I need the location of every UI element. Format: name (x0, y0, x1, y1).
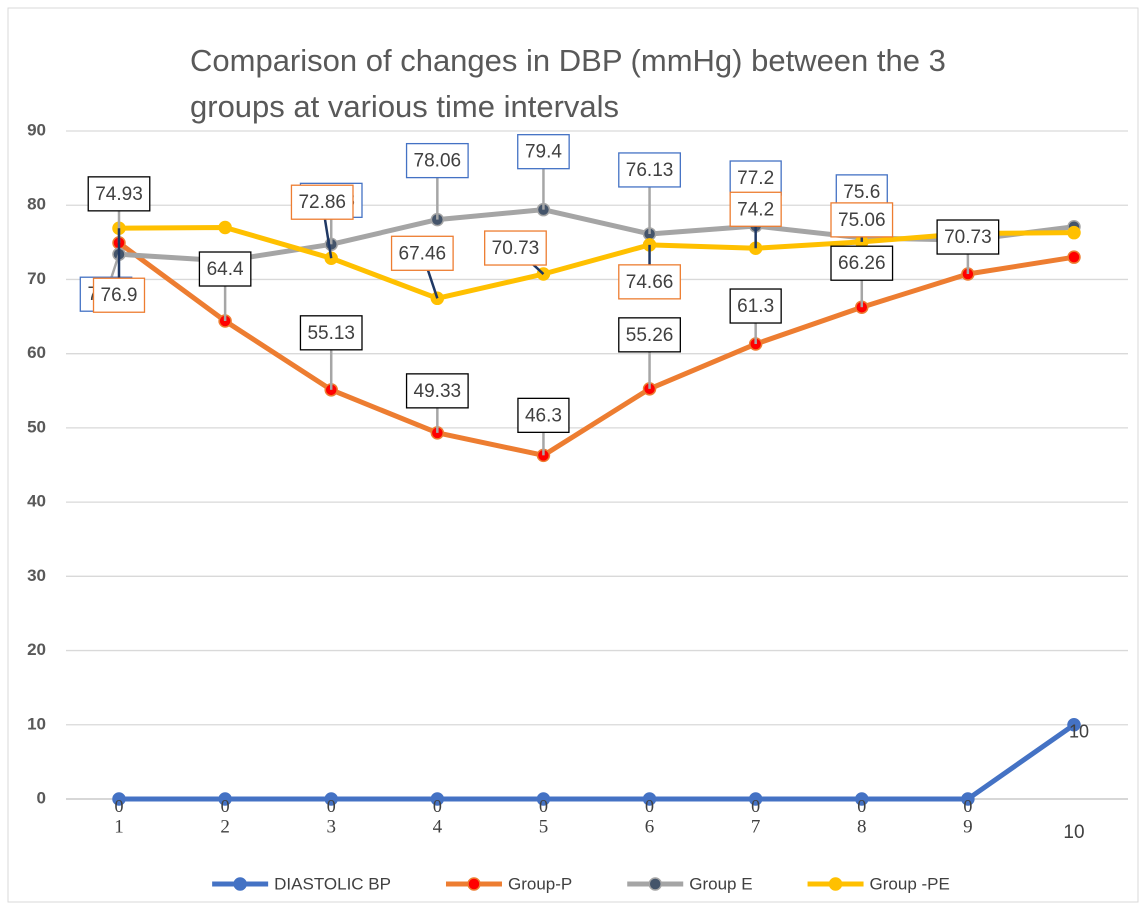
marker (218, 220, 232, 235)
data-label: 64.4 (207, 259, 244, 280)
line (117, 240, 1075, 458)
legend-marker (648, 877, 662, 891)
y-tick-label: 30 (27, 566, 46, 585)
y-tick-label: 90 (27, 120, 46, 139)
marker (536, 792, 551, 806)
data-label: 55.26 (626, 325, 674, 346)
label-box (517, 397, 570, 434)
data-label: 0 (857, 796, 866, 816)
legend-label: DIASTOLIC BP (274, 874, 391, 893)
label-box (198, 251, 252, 287)
data-label: 0 (645, 796, 654, 816)
y-tick-label: 20 (27, 640, 46, 659)
x-tick-label: 2 (220, 816, 230, 837)
y-tick-label: 80 (27, 195, 46, 214)
data-label: 76.9 (101, 285, 138, 306)
data-label: 66.26 (838, 253, 886, 274)
label-box (729, 288, 782, 324)
data-label: 76.13 (626, 160, 674, 181)
label-box (729, 160, 782, 196)
x-tick-label: 4 (433, 816, 443, 837)
data-label: 0 (327, 796, 336, 816)
x-tick-label: 6 (645, 816, 655, 837)
chart-frame (7, 7, 1139, 903)
data-label: 79.4 (525, 142, 562, 163)
data-label: 0 (433, 796, 442, 816)
marker (748, 792, 763, 806)
data-label: 0 (751, 796, 760, 816)
y-tick-label: 10 (27, 714, 46, 733)
marker (961, 792, 975, 806)
data-label: 77.2 (737, 168, 774, 189)
marker (430, 792, 445, 806)
data-label: 67.46 (399, 243, 447, 264)
data-label: 78.06 (414, 151, 462, 172)
y-tick-label: 40 (27, 492, 46, 511)
data-label: 55.13 (307, 323, 355, 344)
label-box (936, 219, 1000, 255)
y-tick-label: 0 (37, 788, 46, 807)
label-box (618, 264, 681, 300)
data-label: 0 (221, 796, 230, 816)
y-tick-label: 50 (27, 417, 46, 436)
marker (218, 792, 232, 806)
data-label: 46.3 (525, 405, 562, 426)
label-box (484, 230, 547, 266)
data-label: 70.73 (492, 238, 540, 259)
marker (855, 792, 869, 806)
data-label: 72.86 (298, 192, 346, 213)
data-label: 0 (963, 796, 972, 816)
marker (1067, 225, 1081, 240)
label-box (299, 315, 363, 351)
label-box (830, 202, 894, 238)
label-box (92, 277, 146, 313)
legend-marker (467, 877, 481, 891)
marker (1067, 250, 1081, 264)
x-tick-label: 5 (539, 816, 549, 837)
data-label: 74.2 (737, 199, 774, 220)
legend-label: Group -PE (870, 874, 950, 893)
label-box (618, 317, 681, 353)
label-box (405, 142, 469, 179)
y-tick-label: 70 (27, 269, 46, 288)
label-box (729, 191, 782, 227)
x-tick-label: 7 (751, 816, 761, 837)
x-tick-label: 8 (857, 816, 867, 837)
legend-label: Group-P (508, 874, 572, 893)
line (118, 224, 1075, 301)
data-label: 75.6 (843, 182, 880, 203)
label-box (830, 245, 894, 281)
label-box (290, 184, 354, 220)
marker (1067, 718, 1081, 732)
label-box (87, 176, 151, 212)
marker (324, 792, 338, 806)
data-label: 74.66 (626, 272, 674, 293)
label-box (405, 373, 469, 409)
data-label: 10 (1069, 722, 1089, 742)
marker (642, 792, 657, 806)
data-label: 75.06 (838, 210, 886, 231)
data-label: 0 (115, 796, 124, 816)
label-box (618, 152, 681, 188)
legend-label: Group E (689, 874, 752, 893)
line (119, 722, 1076, 802)
data-label: 74.93 (95, 184, 143, 205)
x-tick-label: 1 (114, 816, 124, 837)
label-box (517, 134, 570, 170)
chart-title: Comparison of changes in DBP (mmHg) betw… (190, 43, 946, 124)
data-label: 70.73 (944, 227, 992, 248)
x-tick-label: 9 (963, 816, 973, 837)
x-tick-label: 10 (1063, 822, 1084, 843)
data-label: 0 (539, 796, 548, 816)
label-box (390, 235, 454, 271)
data-label: 61.3 (737, 296, 774, 317)
data-label: 49.33 (414, 381, 462, 402)
marker (112, 792, 126, 806)
x-tick-label: 3 (326, 816, 336, 837)
y-tick-label: 60 (27, 343, 46, 362)
legend-marker (828, 877, 843, 891)
legend-marker (233, 877, 247, 891)
